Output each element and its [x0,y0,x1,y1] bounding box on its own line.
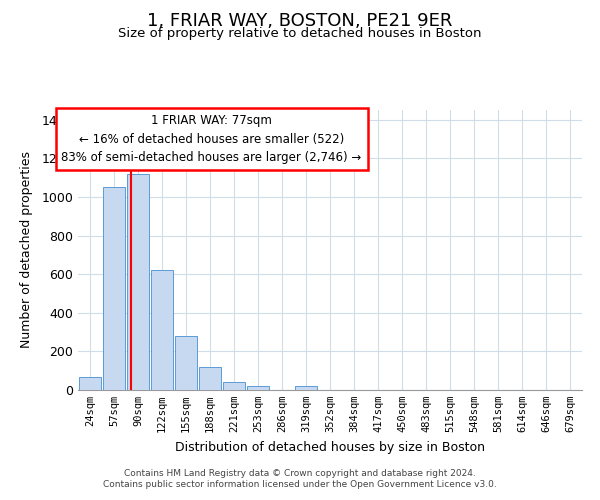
Bar [79,378,101,390]
Bar [247,386,269,390]
Text: 1 FRIAR WAY: 77sqm
← 16% of detached houses are smaller (522)
83% of semi-detach: 1 FRIAR WAY: 77sqm ← 16% of detached hou… [61,114,362,164]
Bar [175,336,197,390]
Text: Contains HM Land Registry data © Crown copyright and database right 2024.: Contains HM Land Registry data © Crown c… [124,468,476,477]
Bar [103,187,125,390]
Bar [127,174,149,390]
Bar [199,367,221,390]
Text: 1, FRIAR WAY, BOSTON, PE21 9ER: 1, FRIAR WAY, BOSTON, PE21 9ER [148,12,452,30]
Text: Contains public sector information licensed under the Open Government Licence v3: Contains public sector information licen… [103,480,497,489]
Y-axis label: Number of detached properties: Number of detached properties [20,152,33,348]
Bar [295,386,317,390]
Bar [151,270,173,390]
Text: Size of property relative to detached houses in Boston: Size of property relative to detached ho… [118,28,482,40]
X-axis label: Distribution of detached houses by size in Boston: Distribution of detached houses by size … [175,440,485,454]
Bar [223,382,245,390]
